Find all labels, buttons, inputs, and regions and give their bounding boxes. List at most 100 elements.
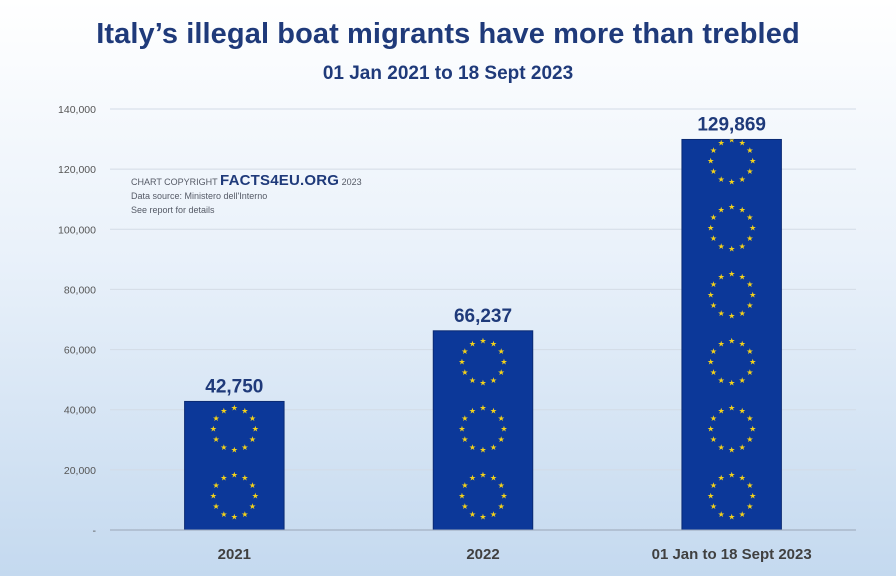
star-icon: ★ bbox=[249, 435, 256, 444]
star-icon: ★ bbox=[498, 435, 505, 444]
star-icon: ★ bbox=[213, 414, 220, 423]
data-source: Data source: Ministero dell'Interno bbox=[131, 191, 268, 201]
star-icon: ★ bbox=[479, 446, 486, 455]
y-tick-label: 20,000 bbox=[64, 465, 96, 477]
star-icon: ★ bbox=[469, 406, 476, 415]
star-icon: ★ bbox=[498, 368, 505, 377]
eu-stars: ★ ★★★★★★★★★★★★ ★★★★★★★★★★★ bbox=[210, 404, 259, 522]
star-icon: ★ bbox=[746, 280, 753, 289]
star-icon: ★ bbox=[458, 425, 465, 434]
star-icon: ★ bbox=[739, 242, 746, 251]
star-icon: ★ bbox=[479, 379, 486, 388]
star-icon: ★ bbox=[710, 213, 717, 222]
bar: ★ ★★★★★★★★★★★★ ★★★★★★★★★★★ bbox=[184, 400, 285, 531]
star-icon: ★ bbox=[718, 510, 725, 519]
y-tick-label: 60,000 bbox=[64, 345, 96, 357]
star-icon: ★ bbox=[746, 301, 753, 310]
star-icon: ★ bbox=[490, 473, 497, 482]
eu-stars: ★ ★★★★★★★★★★★★ ★★★★★★★★★★★★ ★★★★★★★★★★★ bbox=[458, 337, 507, 522]
bar-rect bbox=[432, 330, 534, 531]
star-icon: ★ bbox=[718, 272, 725, 281]
star-icon: ★ bbox=[746, 167, 753, 176]
star-icon: ★ bbox=[490, 510, 497, 519]
star-icon: ★ bbox=[728, 245, 735, 254]
star-icon: ★ bbox=[249, 502, 256, 511]
star-icon: ★ bbox=[498, 502, 505, 511]
star-icon: ★ bbox=[746, 414, 753, 423]
star-icon: ★ bbox=[249, 481, 256, 490]
star-icon: ★ bbox=[710, 481, 717, 490]
star-icon: ★ bbox=[710, 368, 717, 377]
star-icon: ★ bbox=[739, 473, 746, 482]
star-icon: ★ bbox=[746, 347, 753, 356]
star-icon: ★ bbox=[213, 481, 220, 490]
star-icon: ★ bbox=[461, 502, 468, 511]
star-icon: ★ bbox=[461, 435, 468, 444]
star-icon: ★ bbox=[231, 471, 238, 480]
star-icon: ★ bbox=[479, 404, 486, 413]
star-icon: ★ bbox=[249, 414, 256, 423]
y-tick-label: 80,000 bbox=[64, 284, 96, 296]
star-icon: ★ bbox=[469, 339, 476, 348]
star-icon: ★ bbox=[728, 203, 735, 212]
star-icon: ★ bbox=[746, 435, 753, 444]
star-icon: ★ bbox=[718, 309, 725, 318]
star-icon: ★ bbox=[498, 481, 505, 490]
star-icon: ★ bbox=[746, 213, 753, 222]
star-icon: ★ bbox=[718, 376, 725, 385]
star-icon: ★ bbox=[710, 167, 717, 176]
star-icon: ★ bbox=[728, 312, 735, 321]
star-icon: ★ bbox=[746, 368, 753, 377]
star-icon: ★ bbox=[252, 492, 259, 501]
star-icon: ★ bbox=[739, 510, 746, 519]
star-icon: ★ bbox=[707, 157, 714, 166]
copyright-prefix: CHART COPYRIGHT bbox=[131, 177, 218, 187]
star-icon: ★ bbox=[490, 406, 497, 415]
star-icon: ★ bbox=[213, 502, 220, 511]
star-icon: ★ bbox=[739, 376, 746, 385]
star-icon: ★ bbox=[220, 473, 227, 482]
eu-stars: ★ ★★★★★★★★★★★★ ★★★★★★★★★★★★ ★★★★★★★★★★★★ ★★★… bbox=[707, 136, 756, 521]
star-icon: ★ bbox=[500, 492, 507, 501]
star-icon: ★ bbox=[458, 492, 465, 501]
star-icon: ★ bbox=[490, 376, 497, 385]
star-icon: ★ bbox=[710, 280, 717, 289]
star-icon: ★ bbox=[213, 435, 220, 444]
star-icon: ★ bbox=[461, 368, 468, 377]
star-icon: ★ bbox=[469, 510, 476, 519]
y-tick-label: 100,000 bbox=[58, 224, 96, 236]
star-icon: ★ bbox=[718, 473, 725, 482]
star-icon: ★ bbox=[710, 301, 717, 310]
star-icon: ★ bbox=[490, 443, 497, 452]
star-icon: ★ bbox=[728, 337, 735, 346]
star-icon: ★ bbox=[220, 510, 227, 519]
star-icon: ★ bbox=[739, 339, 746, 348]
star-icon: ★ bbox=[710, 234, 717, 243]
copyright-note: CHART COPYRIGHT FACTS4EU.ORG 2023 Data s… bbox=[131, 173, 362, 217]
y-axis-ticks: - 20,000 40,000 60,000 80,000 100,000 120,000 1… bbox=[58, 104, 96, 537]
star-icon: ★ bbox=[728, 136, 735, 145]
star-icon: ★ bbox=[739, 443, 746, 452]
bar: ★ ★★★★★★★★★★★★ ★★★★★★★★★★★★ ★★★★★★★★★★★★ ★★★… bbox=[681, 136, 782, 531]
value-label: 42,750 bbox=[205, 376, 263, 397]
x-axis-ticks: 2021 2022 01 Jan to 18 Sept 2023 bbox=[218, 546, 812, 563]
star-icon: ★ bbox=[707, 425, 714, 434]
bar: ★ ★★★★★★★★★★★★ ★★★★★★★★★★★★ ★★★★★★★★★★★ bbox=[432, 330, 534, 531]
star-icon: ★ bbox=[749, 291, 756, 300]
star-icon: ★ bbox=[749, 425, 756, 434]
star-icon: ★ bbox=[728, 404, 735, 413]
star-icon: ★ bbox=[718, 175, 725, 184]
star-icon: ★ bbox=[728, 446, 735, 455]
star-icon: ★ bbox=[220, 406, 227, 415]
star-icon: ★ bbox=[490, 339, 497, 348]
star-icon: ★ bbox=[210, 425, 217, 434]
star-icon: ★ bbox=[746, 146, 753, 155]
star-icon: ★ bbox=[710, 435, 717, 444]
star-icon: ★ bbox=[728, 379, 735, 388]
star-icon: ★ bbox=[718, 242, 725, 251]
star-icon: ★ bbox=[479, 337, 486, 346]
star-icon: ★ bbox=[231, 404, 238, 413]
star-icon: ★ bbox=[718, 205, 725, 214]
star-icon: ★ bbox=[749, 157, 756, 166]
star-icon: ★ bbox=[469, 376, 476, 385]
